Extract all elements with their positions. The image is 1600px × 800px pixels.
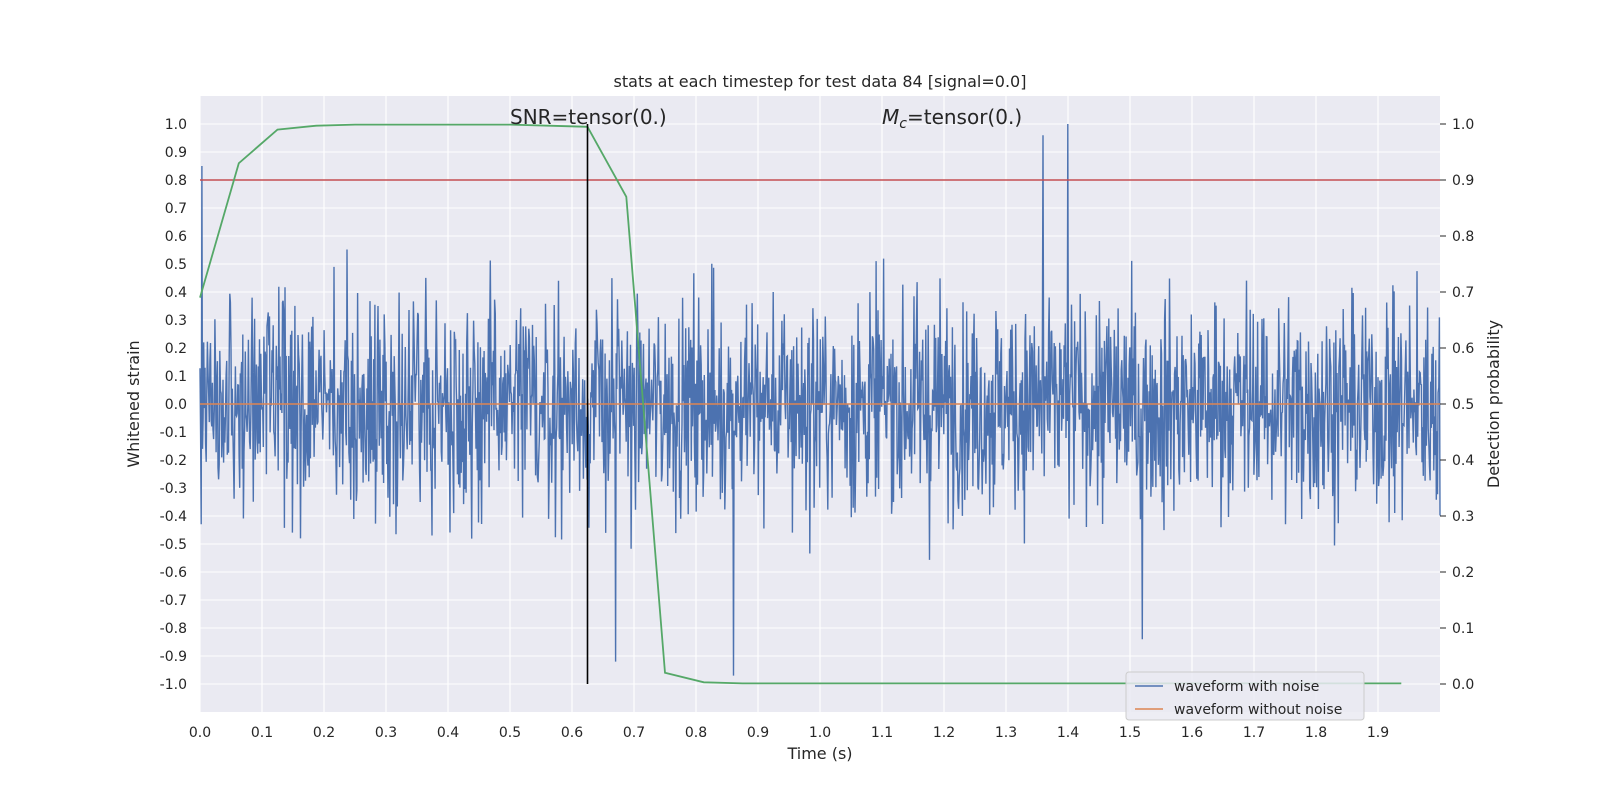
x-tick-label: 1.4 <box>1057 725 1079 741</box>
legend: waveform with noise waveform without noi… <box>1125 671 1365 721</box>
y-tick-label: 0.9 <box>165 145 187 161</box>
y-tick-label: -0.8 <box>160 621 187 637</box>
y-tick-label: -0.1 <box>160 425 187 441</box>
x-tick-label: 0.3 <box>375 725 397 741</box>
y-tick-label: 0.5 <box>165 257 187 273</box>
snr-annotation: SNR=tensor(0.) <box>510 105 667 129</box>
y-tick-label: 0.8 <box>165 173 187 189</box>
mc-annotation: Mc=tensor(0.) <box>882 105 1022 132</box>
y-tick-label: 0.1 <box>165 369 187 385</box>
x-tick-label: 0.4 <box>437 725 459 741</box>
y-tick-label: -0.6 <box>160 565 187 581</box>
x-axis-ticks: 0.0 0.1 0.2 0.3 0.4 0.5 0.6 0.7 0.8 0.9 1.0 1.1 1.2 1… <box>189 725 1389 741</box>
y2-tick-label: 0.0 <box>1452 677 1474 693</box>
y-tick-label: -0.7 <box>160 593 187 609</box>
y-tick-label: -0.9 <box>160 649 187 665</box>
y2-tick-label: 0.6 <box>1452 341 1474 357</box>
x-tick-label: 1.7 <box>1243 725 1265 741</box>
mc-symbol: M <box>882 105 899 129</box>
chart-title: stats at each timestep for test data 84 … <box>614 72 1027 91</box>
y2-tick-label: 0.8 <box>1452 229 1474 245</box>
y-tick-label: 1.0 <box>165 117 187 133</box>
y-tick-label: 0.7 <box>165 201 187 217</box>
x-axis-label: Time (s) <box>786 744 852 763</box>
x-tick-label: 0.8 <box>685 725 707 741</box>
y-tick-label: -0.5 <box>160 537 187 553</box>
y2-tick-label: 0.2 <box>1452 565 1474 581</box>
x-tick-label: 1.5 <box>1119 725 1141 741</box>
x-tick-label: 1.3 <box>995 725 1017 741</box>
y-tick-label: -0.3 <box>160 481 187 497</box>
x-tick-label: 1.8 <box>1305 725 1327 741</box>
x-tick-label: 0.6 <box>561 725 583 741</box>
y2-tick-label: 1.0 <box>1452 117 1474 133</box>
x-tick-label: 1.9 <box>1367 725 1389 741</box>
x-tick-label: 0.1 <box>251 725 273 741</box>
y-tick-label: 0.6 <box>165 229 187 245</box>
y2-axis-ticks: 1.0 0.9 0.8 0.7 0.6 0.5 0.4 0.3 0.2 0.1 0.0 <box>1440 117 1474 693</box>
legend-label-noise: waveform with noise <box>1174 679 1319 695</box>
noise-waveform-line <box>199 123 1441 676</box>
legend-box <box>1125 671 1365 721</box>
x-tick-label: 1.2 <box>933 725 955 741</box>
x-tick-label: 0.2 <box>313 725 335 741</box>
x-tick-label: 0.5 <box>499 725 521 741</box>
y2-tick-label: 0.7 <box>1452 285 1474 301</box>
mc-subscript: c <box>899 116 907 132</box>
y2-tick-label: 0.5 <box>1452 397 1474 413</box>
mc-value: =tensor(0.) <box>907 105 1022 129</box>
y2-tick-label: 0.3 <box>1452 509 1474 525</box>
y2-tick-label: 0.1 <box>1452 621 1474 637</box>
y-tick-label: -0.4 <box>160 509 187 525</box>
y2-tick-label: 0.4 <box>1452 453 1474 469</box>
y-tick-label: 0.0 <box>165 397 187 413</box>
y-tick-label: 0.4 <box>165 285 187 301</box>
y2-tick-label: 0.9 <box>1452 173 1474 189</box>
x-tick-label: 1.0 <box>809 725 831 741</box>
x-tick-label: 0.9 <box>747 725 769 741</box>
y2-axis-label: Detection probability <box>1484 320 1503 488</box>
x-tick-label: 1.1 <box>871 725 893 741</box>
y-axis-ticks: 1.0 0.9 0.8 0.7 0.6 0.5 0.4 0.3 0.2 0.1 0.0 -0.1 -0.… <box>160 117 187 693</box>
y-axis-label: Whitened strain <box>124 340 143 467</box>
x-tick-label: 0.7 <box>623 725 645 741</box>
y-tick-label: -0.2 <box>160 453 187 469</box>
y-tick-label: 0.2 <box>165 341 187 357</box>
y-tick-label: -1.0 <box>160 677 187 693</box>
legend-label-clean: waveform without noise <box>1174 702 1342 718</box>
x-tick-label: 0.0 <box>189 725 211 741</box>
series-waveform-with-noise <box>199 123 1441 676</box>
y-tick-label: 0.3 <box>165 313 187 329</box>
x-tick-label: 1.6 <box>1181 725 1203 741</box>
